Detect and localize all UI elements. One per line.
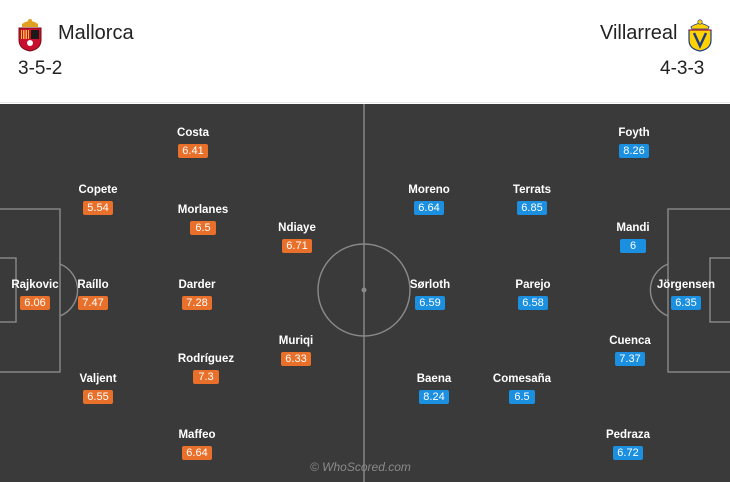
home-goal-box — [0, 257, 17, 323]
player-rating: 6.85 — [517, 201, 547, 215]
player-name: Mandi — [616, 222, 650, 234]
player-name: Terrats — [512, 184, 552, 196]
pitch: Rajkovic 6.06 Raíllo 7.47 Copete 5.54 Va… — [0, 104, 730, 482]
player-card[interactable]: Terrats 6.85 — [487, 183, 577, 216]
player-rating: 6.58 — [518, 296, 548, 310]
player-card[interactable]: Foyth 8.26 — [589, 126, 679, 159]
mallorca-crest-icon — [18, 19, 42, 52]
home-penalty-box — [0, 208, 61, 373]
player-name: Foyth — [618, 127, 650, 139]
player-name: Rajkovic — [11, 279, 59, 291]
player-card[interactable]: Cuenca 7.37 — [585, 334, 675, 367]
player-rating: 5.54 — [83, 201, 113, 215]
center-circle — [317, 243, 411, 337]
player-card[interactable]: Darder 7.28 — [152, 278, 242, 311]
player-card[interactable]: Moreno 6.64 — [384, 183, 474, 216]
player-card[interactable]: Rajkovic 6.06 — [0, 278, 80, 311]
player-name: Valjent — [79, 373, 117, 385]
player-card[interactable]: Rodríguez 7.3 — [161, 352, 251, 385]
player-rating: 7.47 — [78, 296, 108, 310]
center-spot — [361, 287, 367, 293]
player-name: Maffeo — [178, 429, 216, 441]
player-card[interactable]: Maffeo 6.64 — [152, 428, 242, 461]
player-name: Jörgensen — [656, 279, 716, 291]
pitch-markings — [0, 104, 730, 482]
player-name: Sørloth — [409, 279, 451, 291]
player-card[interactable]: Costa 6.41 — [148, 126, 238, 159]
away-formation: 4-3-3 — [660, 58, 705, 79]
player-rating: 8.24 — [419, 390, 449, 404]
player-card[interactable]: Comesaña 6.5 — [477, 372, 567, 405]
player-rating: 6 — [620, 239, 646, 253]
player-rating: 6.64 — [182, 446, 212, 460]
player-rating: 6.41 — [178, 144, 208, 158]
player-name: Darder — [178, 279, 216, 291]
player-rating: 6.64 — [414, 201, 444, 215]
player-name: Rodríguez — [177, 353, 235, 365]
whoscored-watermark: © WhoScored.com — [310, 460, 411, 474]
home-formation: 3-5-2 — [18, 58, 63, 79]
player-name: Copete — [78, 184, 118, 196]
away-penalty-arc — [649, 263, 669, 317]
player-rating: 6.5 — [190, 221, 216, 235]
player-name: Moreno — [408, 184, 450, 196]
player-card[interactable]: Pedraza 6.72 — [583, 428, 673, 461]
player-name: Cuenca — [609, 335, 651, 347]
villarreal-crest-icon — [688, 19, 712, 52]
away-penalty-box — [667, 208, 730, 373]
player-rating: 7.28 — [182, 296, 212, 310]
player-card[interactable]: Mandi 6 — [588, 221, 678, 254]
player-rating: 6.35 — [671, 296, 701, 310]
player-name: Muriqi — [278, 335, 314, 347]
player-rating: 6.55 — [83, 390, 113, 404]
player-rating: 6.71 — [282, 239, 312, 253]
player-rating: 7.3 — [193, 370, 219, 384]
player-rating: 6.5 — [509, 390, 535, 404]
player-name: Parejo — [515, 279, 551, 291]
player-rating: 6.72 — [613, 446, 643, 460]
player-name: Morlanes — [177, 204, 229, 216]
player-rating: 6.06 — [20, 296, 50, 310]
player-card[interactable]: Ndiaye 6.71 — [252, 221, 342, 254]
away-team-name[interactable]: Villarreal — [600, 22, 678, 44]
player-card[interactable]: Parejo 6.58 — [488, 278, 578, 311]
player-card[interactable]: Raíllo 7.47 — [48, 278, 138, 311]
player-name: Raíllo — [77, 279, 109, 291]
player-card[interactable]: Valjent 6.55 — [53, 372, 143, 405]
player-rating: 7.37 — [615, 352, 645, 366]
match-header: Mallorca 3-5-2 Villarreal 4-3-3 — [0, 0, 730, 103]
player-card[interactable]: Sørloth 6.59 — [385, 278, 475, 311]
home-team-name[interactable]: Mallorca — [58, 22, 134, 44]
player-rating: 8.26 — [619, 144, 649, 158]
player-card[interactable]: Muriqi 6.33 — [251, 334, 341, 367]
player-name: Comesaña — [492, 373, 552, 385]
player-card[interactable]: Baena 8.24 — [389, 372, 479, 405]
player-rating: 6.59 — [415, 296, 445, 310]
player-name: Pedraza — [605, 429, 651, 441]
away-goal-box — [709, 257, 730, 323]
player-name: Baena — [416, 373, 452, 385]
player-name: Ndiaye — [278, 222, 316, 234]
player-name: Costa — [177, 127, 209, 139]
home-penalty-arc — [59, 263, 79, 317]
player-card[interactable]: Morlanes 6.5 — [158, 203, 248, 236]
player-card[interactable]: Jörgensen 6.35 — [641, 278, 730, 311]
player-rating: 6.33 — [281, 352, 311, 366]
player-card[interactable]: Copete 5.54 — [53, 183, 143, 216]
